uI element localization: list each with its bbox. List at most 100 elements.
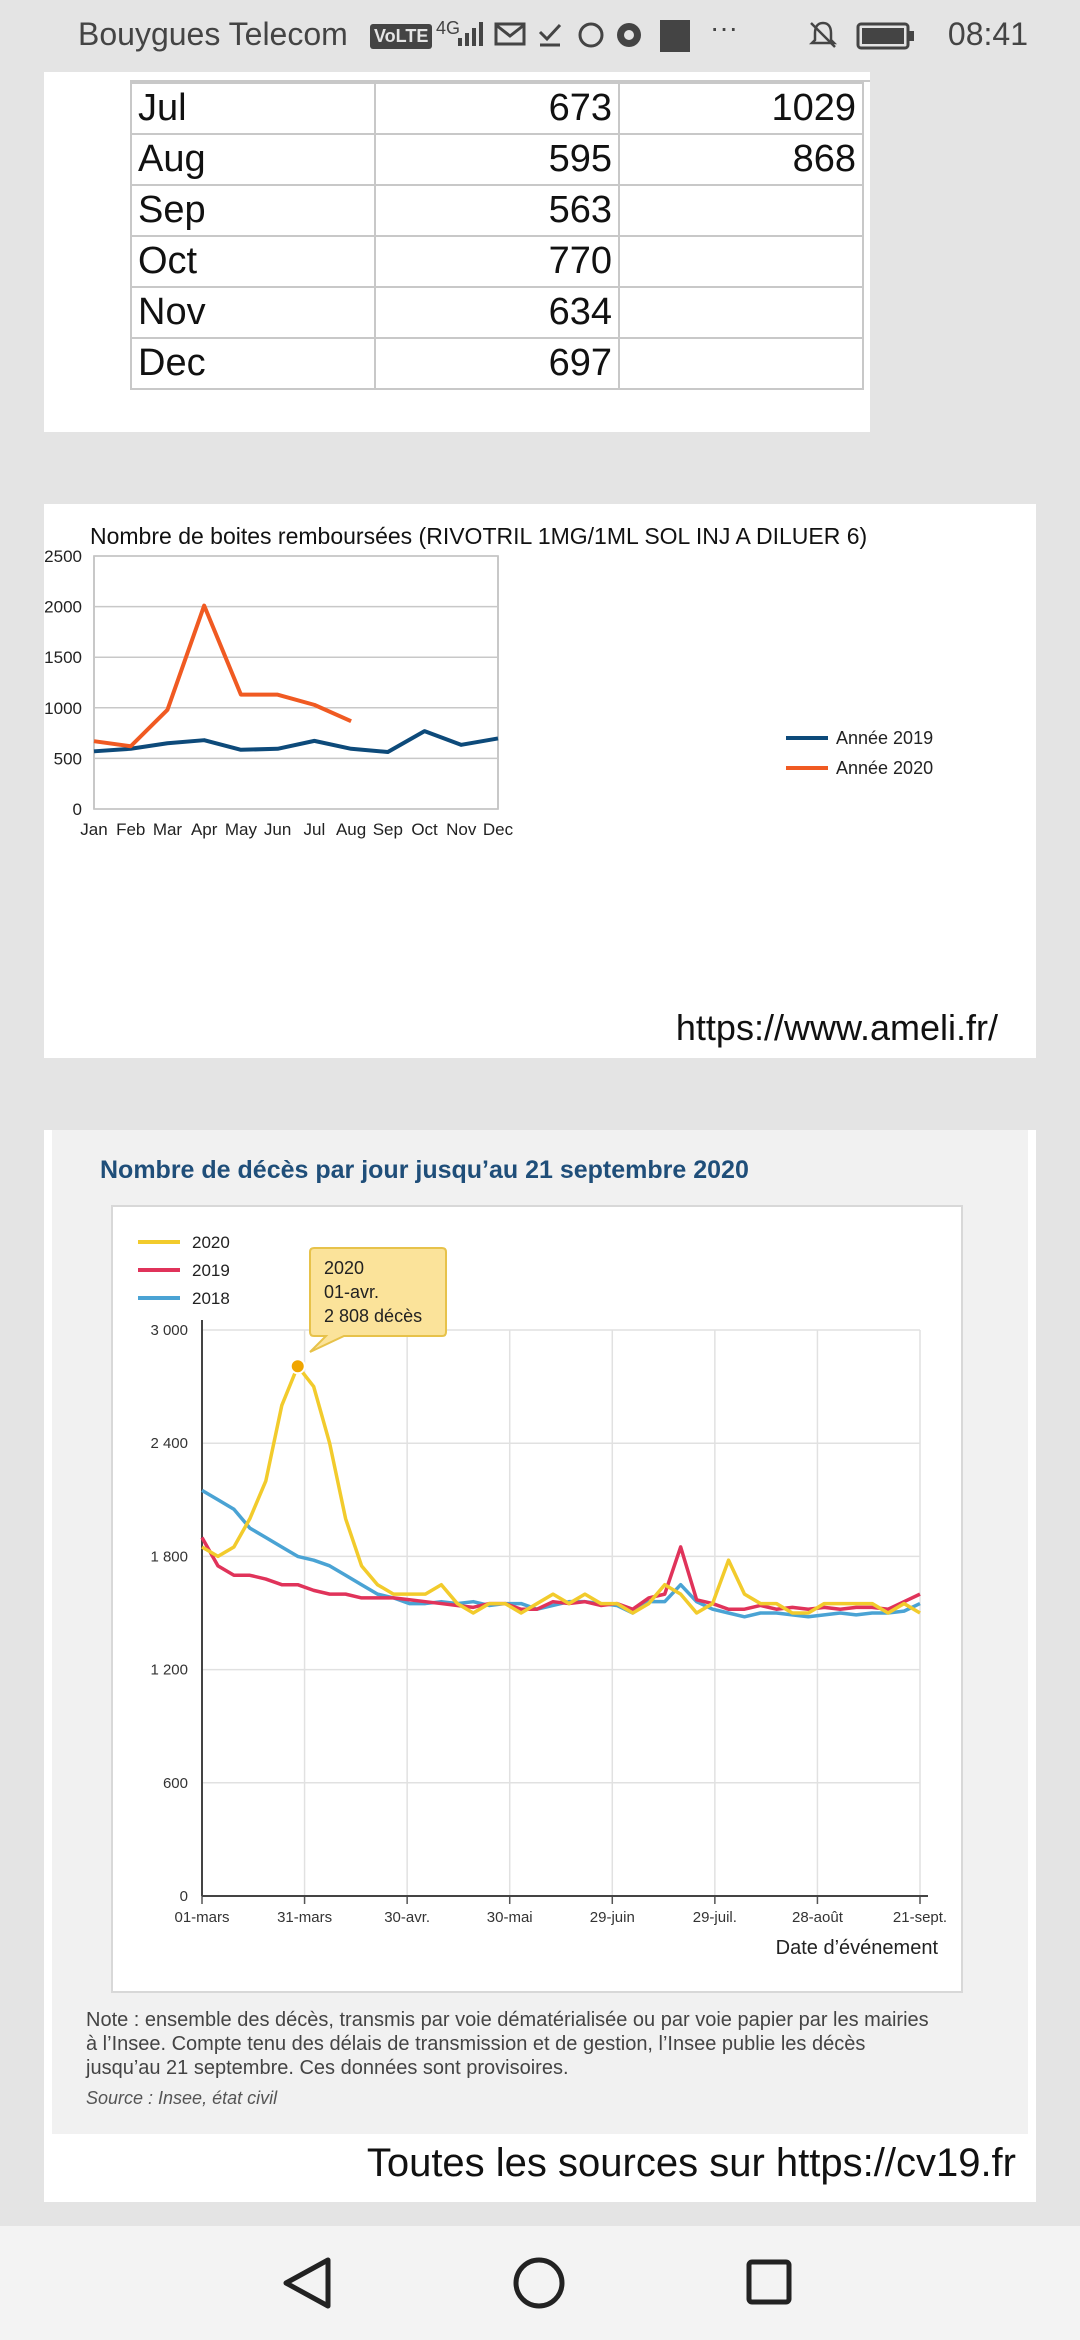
- table-cell-month: Sep: [130, 184, 376, 237]
- table-cell-month: Oct: [130, 235, 376, 288]
- recents-button[interactable]: [724, 2248, 814, 2318]
- chart1-xtick-label: Nov: [446, 820, 477, 839]
- clock: 08:41: [947, 16, 1028, 52]
- chart1-xtick-label: Jul: [303, 820, 325, 839]
- signal-icon: [456, 20, 484, 55]
- chart1-ytick-label: 1500: [44, 648, 82, 667]
- sync-icon: [576, 20, 606, 57]
- chart1-xtick-label: Dec: [483, 820, 514, 839]
- table-cell-2020: 868: [618, 133, 864, 186]
- chart2-annotation-point: [289, 1358, 306, 1375]
- chart2-ytick-label: 1 200: [150, 1662, 188, 1679]
- chart1-svg: Nombre de boites remboursées (RIVOTRIL 1…: [44, 523, 998, 1048]
- table-cell-2020: [618, 337, 864, 390]
- table-row: Nov 634: [130, 286, 864, 339]
- table-cell-month: Aug: [130, 133, 376, 186]
- chart1-plot-frame: [93, 555, 499, 810]
- chart2-xtick-label: 01-mars: [174, 1909, 229, 1926]
- chart2-xtick-label: 29-juin: [590, 1909, 635, 1926]
- chart2-xtick-label: 30-avr.: [384, 1909, 430, 1926]
- chart2-title: Nombre de décès par jour jusqu’au 21 sep…: [100, 1156, 749, 1184]
- more-notifications-icon: ···: [710, 12, 738, 43]
- table-cell-2019: 563: [374, 184, 620, 237]
- table-cell-month: Jul: [130, 82, 376, 135]
- table-card: Jul 673 1029 Aug 595 868 Sep 563 Oct 770 Nov 63…: [44, 72, 870, 432]
- chart1-xtick-label: Mar: [153, 820, 183, 839]
- chart2-svg: Nombre de décès par jour jusqu’au 21 sep…: [85, 1156, 1016, 2185]
- chart2-series-line: [200, 1536, 921, 1611]
- chart2-xtick-label: 21-sept.: [893, 1909, 947, 1926]
- tooltip-value: 2 808 décès: [324, 1306, 422, 1326]
- chart1-xtick-label: Apr: [191, 820, 218, 839]
- chart2-ytick-label: 600: [163, 1775, 188, 1792]
- table-row: Aug 595 868: [130, 133, 864, 186]
- chart2-tooltip: 2020 01-avr. 2 808 décès: [309, 1247, 447, 1353]
- chart1-series-line: [93, 603, 352, 749]
- table-cell-2019: 595: [374, 133, 620, 186]
- chart2-source: Source : Insee, état civil: [86, 2088, 278, 2108]
- chart2-series-line: [201, 1364, 921, 1615]
- table-cell-2019: 673: [374, 82, 620, 135]
- chart2-xlabel: Date d’événement: [776, 1937, 939, 1959]
- volte-icon: VoLTE: [370, 24, 433, 49]
- chart1-source: https://www.ameli.fr/: [676, 1007, 998, 1048]
- chart2-ytick-label: 0: [180, 1888, 188, 1905]
- back-button[interactable]: [262, 2248, 352, 2318]
- chart1-legend-label: Année 2020: [836, 758, 933, 778]
- chart2-xtick-label: 28-août: [792, 1909, 844, 1926]
- chart1-xtick-label: Jan: [80, 820, 107, 839]
- footer-sources: Toutes les sources sur https://cv19.fr: [367, 2141, 1016, 2185]
- chart2-ytick-label: 1 800: [150, 1548, 188, 1565]
- chrome-icon: [614, 20, 644, 57]
- chart2-legend-label: 2019: [192, 1261, 230, 1280]
- chart1-xtick-label: Oct: [411, 820, 438, 839]
- table-cell-2020: [618, 184, 864, 237]
- chart1-series-line: [93, 729, 499, 755]
- network-type-icon: 4G: [436, 18, 461, 38]
- table-cell-2020: 1029: [618, 82, 864, 135]
- chart2-legend-label: 2018: [192, 1289, 230, 1308]
- table-cell-2019: 697: [374, 337, 620, 390]
- app-notification-icon: [660, 20, 690, 59]
- home-circle-icon: [513, 2257, 565, 2309]
- table-cell-2020: [618, 235, 864, 288]
- chart2-ytick-label: 3 000: [150, 1322, 188, 1339]
- table-cell-month: Dec: [130, 337, 376, 390]
- carrier-name: Bouygues Telecom: [78, 16, 348, 52]
- battery-icon: [856, 22, 916, 57]
- chart2-note-line: à l’Insee. Compte tenu des délais de tra…: [86, 2033, 865, 2055]
- tooltip-year: 2020: [324, 1258, 364, 1278]
- table-cell-2019: 770: [374, 235, 620, 288]
- data-table: Jul 673 1029 Aug 595 868 Sep 563 Oct 770 Nov 63…: [130, 82, 864, 390]
- chart1-legend-label: Année 2019: [836, 728, 933, 748]
- chart2-note-line: jusqu’au 21 septembre. Ces données sont …: [85, 2057, 569, 2079]
- table-row: Dec 697: [130, 337, 864, 390]
- download-done-icon: [536, 20, 564, 55]
- recents-square-icon: [746, 2259, 792, 2305]
- chart2-xtick-label: 30-mai: [487, 1909, 533, 1926]
- table-cell-month: Nov: [130, 286, 376, 339]
- home-button[interactable]: [494, 2248, 584, 2318]
- table-cut-row: [130, 72, 870, 82]
- chart2-card: Nombre de décès par jour jusqu’au 21 sep…: [44, 1130, 1036, 2202]
- chart1-xtick-label: May: [225, 820, 258, 839]
- table-row: Jul 673 1029: [130, 82, 864, 135]
- chart1-ytick-label: 1000: [44, 699, 82, 718]
- chart1-xtick-label: Jun: [264, 820, 291, 839]
- chart1-title: Nombre de boites remboursées (RIVOTRIL 1…: [90, 523, 867, 549]
- chart1-ytick-label: 500: [54, 749, 82, 768]
- mute-icon: [808, 20, 838, 57]
- chart1-xtick-label: Sep: [373, 820, 403, 839]
- chart2-note-line: Note : ensemble des décès, transmis par …: [86, 2009, 929, 2031]
- table-cell-2020: [618, 286, 864, 339]
- navigation-bar: [0, 2226, 1080, 2340]
- tooltip-date: 01-avr.: [324, 1282, 379, 1302]
- chart2-xtick-label: 31-mars: [277, 1909, 332, 1926]
- chart2-plot-frame: [111, 1205, 963, 1993]
- back-triangle-icon: [283, 2257, 331, 2309]
- chart1-xtick-label: Aug: [336, 820, 366, 839]
- chart1-card: Nombre de boites remboursées (RIVOTRIL 1…: [44, 504, 1036, 1058]
- chart1-xtick-label: Feb: [116, 820, 145, 839]
- table-cell-2019: 634: [374, 286, 620, 339]
- chart1-ytick-label: 2500: [44, 547, 82, 566]
